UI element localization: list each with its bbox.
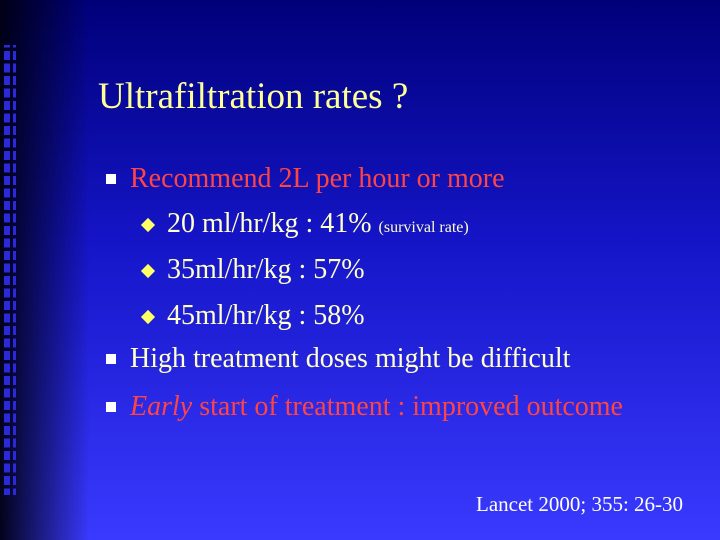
side-decoration: [0, 0, 90, 540]
slide-title: Ultrafiltration rates ?: [98, 76, 409, 117]
bullet-emphasis: Early: [130, 391, 193, 422]
bullet-text: Early start of treatment : improved outc…: [130, 393, 623, 421]
sub-bullet-text: 20 ml/hr/kg : 41% (survival rate): [167, 210, 469, 238]
sub-bullet-note: (survival rate): [378, 219, 469, 236]
sub-bullet-text: 45ml/hr/kg : 58%: [167, 300, 365, 331]
bullet-marker: [106, 174, 116, 184]
bullet-text: Recommend 2L per hour or more: [130, 163, 505, 194]
sub-bullet-marker: [140, 217, 156, 233]
bullet-rest: start of treatment : improved outcome: [199, 391, 623, 422]
citation: Lancet 2000; 355: 26-30: [476, 492, 684, 516]
bullet-marker: [106, 402, 116, 412]
sub-bullet-marker: [140, 309, 156, 325]
sub-bullet-value: 20 ml/hr/kg : 41%: [167, 208, 372, 239]
bullet-text: High treatment doses might be difficult: [130, 343, 571, 374]
sub-bullet-text: 35ml/hr/kg : 57%: [167, 254, 365, 285]
sub-bullet-marker: [140, 263, 156, 279]
bullet-marker: [106, 354, 116, 364]
